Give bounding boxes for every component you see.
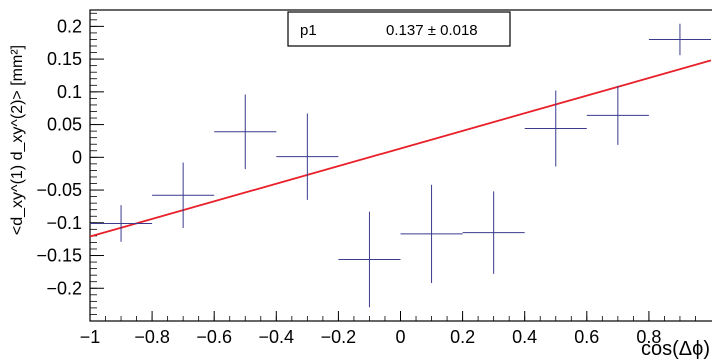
data-point	[586, 85, 649, 145]
y-tick-label: −0.1	[46, 213, 82, 233]
x-axis-title: cos(Δϕ)	[641, 338, 710, 360]
y-tick-label: −0.05	[36, 180, 82, 200]
x-tick-label: 0.4	[512, 327, 537, 347]
y-axis-title: <d_xy^(1) d_xy^(2)> [mm²]	[9, 45, 26, 235]
y-tick-label: −0.15	[36, 246, 82, 266]
x-tick-label: −0.4	[259, 327, 295, 347]
x-tick-label: −1	[80, 327, 101, 347]
data-point	[524, 90, 587, 167]
data-point	[400, 184, 463, 284]
data-point	[462, 191, 525, 274]
y-tick-label: −0.2	[46, 278, 82, 298]
y-axis: −0.2 −0.15 −0.1 −0.05 0 0.05 0.1 0.15 0.2	[36, 12, 104, 322]
x-tick-label: −0.8	[134, 327, 170, 347]
y-tick-label: 0.1	[57, 82, 82, 102]
x-tick-label: 0.6	[574, 327, 599, 347]
x-tick-label: −0.6	[196, 327, 232, 347]
data-points-layer	[90, 23, 711, 308]
x-tick-label: 0.2	[450, 327, 475, 347]
stats-box: p1 0.137 ± 0.018	[287, 11, 511, 47]
x-tick-label: −0.2	[321, 327, 357, 347]
plot-frame	[89, 9, 712, 322]
y-tick-label: 0	[72, 147, 82, 167]
stats-param-name: p1	[300, 22, 317, 39]
stats-param-value: 0.137 ± 0.018	[386, 22, 478, 39]
fit-line-layer	[89, 59, 712, 238]
x-axis: −1 −0.8 −0.6 −0.4 −0.2 0 0.2 0.4 0.6 0.8	[80, 311, 696, 347]
data-point	[152, 162, 215, 229]
data-point	[214, 94, 277, 170]
data-point	[648, 23, 711, 56]
y-tick-label: 0.15	[47, 49, 82, 69]
x-tick-label: 0.8	[636, 327, 661, 347]
data-point	[276, 113, 339, 200]
x-tick-label: 0	[395, 327, 405, 347]
y-tick-label: 0.05	[47, 115, 82, 135]
y-tick-label: 0.2	[57, 16, 82, 36]
stats-box-frame	[287, 11, 511, 47]
data-point	[338, 211, 401, 308]
fit-line	[89, 59, 712, 238]
data-point	[90, 205, 153, 242]
